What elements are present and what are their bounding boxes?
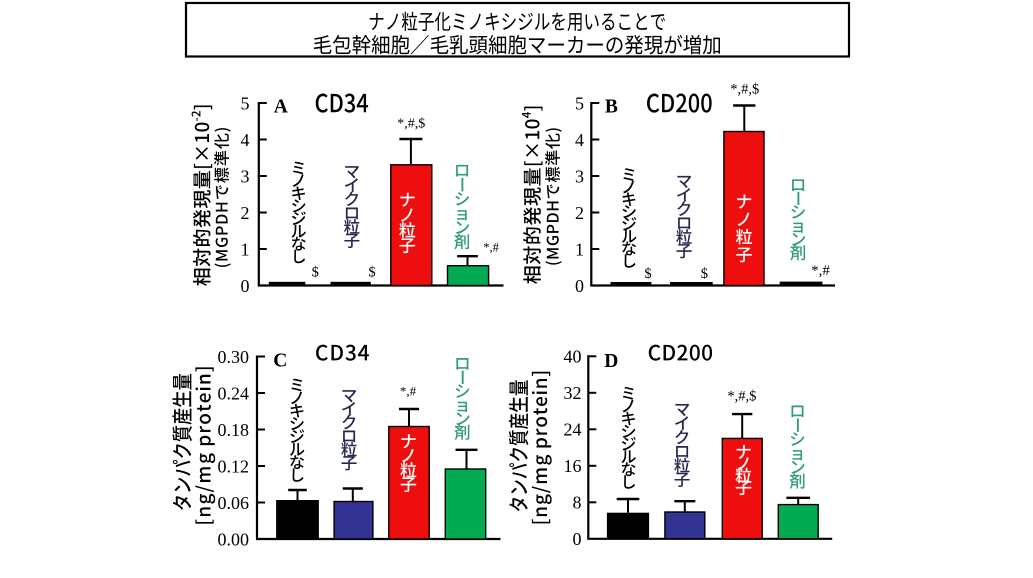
svg-text:0.00: 0.00 [218, 529, 250, 549]
svg-text:0.30: 0.30 [218, 347, 250, 367]
svg-text:5: 5 [241, 93, 250, 113]
svg-text:*,#: *,# [400, 384, 417, 399]
svg-text:0: 0 [573, 529, 582, 549]
svg-text:0: 0 [241, 276, 250, 296]
svg-text:*,#: *,# [483, 241, 499, 255]
svg-text:32: 32 [564, 383, 582, 403]
svg-text:$: $ [312, 265, 319, 281]
svg-text:5: 5 [575, 93, 584, 113]
svg-text:2: 2 [241, 203, 250, 223]
svg-text:1: 1 [241, 239, 250, 259]
svg-text:$: $ [644, 266, 651, 282]
svg-text:0.06: 0.06 [218, 493, 250, 513]
svg-text:24: 24 [564, 420, 582, 440]
svg-text:A: A [274, 97, 288, 118]
svg-text:$: $ [701, 266, 708, 282]
svg-text:*,#,$: *,#,$ [397, 117, 425, 132]
svg-text:*,#: *,# [811, 263, 830, 279]
svg-text:0.18: 0.18 [218, 420, 250, 440]
svg-text:C: C [273, 350, 287, 371]
svg-text:3: 3 [241, 166, 250, 186]
svg-text:0.12: 0.12 [218, 456, 250, 476]
svg-text:2: 2 [575, 203, 584, 223]
svg-text:D: D [604, 351, 618, 372]
svg-text:4: 4 [575, 130, 584, 150]
svg-text:B: B [605, 97, 618, 118]
svg-text:0.24: 0.24 [218, 383, 250, 403]
svg-text:40: 40 [564, 347, 582, 367]
svg-text:1: 1 [575, 239, 584, 259]
svg-text:*,#,$: *,#,$ [730, 82, 759, 98]
svg-text:4: 4 [241, 130, 250, 150]
svg-text:*,#,$: *,#,$ [727, 389, 756, 405]
svg-text:$: $ [368, 265, 375, 281]
svg-text:16: 16 [564, 456, 582, 476]
svg-text:8: 8 [573, 493, 582, 513]
svg-text:0: 0 [575, 276, 584, 296]
svg-text:3: 3 [575, 166, 584, 186]
